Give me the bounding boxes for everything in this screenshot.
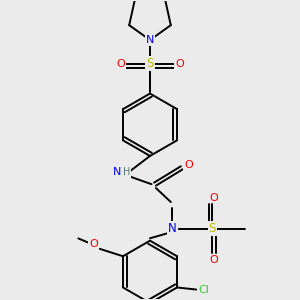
Text: S: S xyxy=(209,222,216,235)
Text: N: N xyxy=(146,35,154,45)
Text: O: O xyxy=(175,59,184,69)
Text: O: O xyxy=(209,193,218,202)
Text: O: O xyxy=(184,160,193,170)
Text: N: N xyxy=(168,222,177,235)
Text: H: H xyxy=(122,167,130,177)
Text: N: N xyxy=(112,167,121,177)
Text: S: S xyxy=(146,57,154,70)
Text: O: O xyxy=(116,59,125,69)
Text: O: O xyxy=(209,255,218,265)
Text: Cl: Cl xyxy=(198,285,209,296)
Text: O: O xyxy=(89,239,98,249)
